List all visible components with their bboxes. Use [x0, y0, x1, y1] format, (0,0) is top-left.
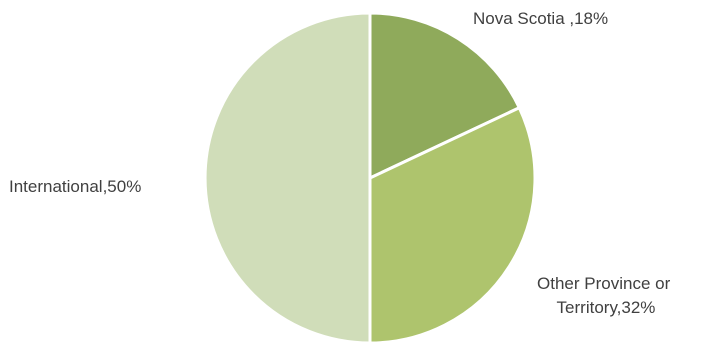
pie-slice-other-province-or-territory — [368, 105, 537, 343]
label-nova-scotia: Nova Scotia ,18% — [473, 9, 608, 28]
label-international: International,50% — [9, 177, 141, 196]
pie-slices — [203, 11, 537, 343]
label-other-province: Other Province or Territory,32% — [537, 274, 675, 317]
pie-slice-nova-scotia — [368, 11, 522, 181]
label-other-province-line-2: Territory,32% — [557, 298, 656, 317]
pie-slice-international — [203, 11, 372, 343]
label-other-province-line-1: Other Province or — [537, 274, 671, 293]
